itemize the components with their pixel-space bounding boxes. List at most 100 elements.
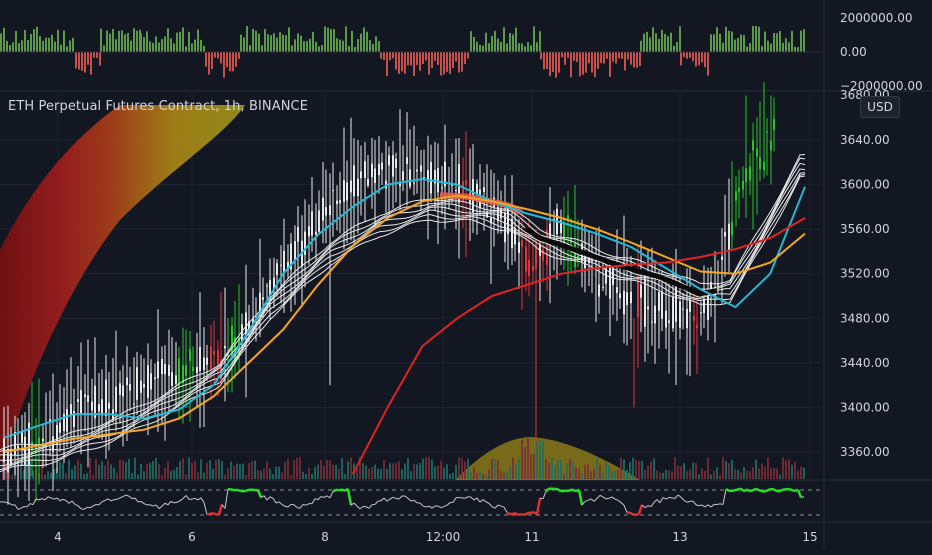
candle-body <box>423 177 425 178</box>
volume-bar <box>197 472 199 479</box>
histogram-bar <box>45 38 47 52</box>
histogram-bar <box>185 46 187 52</box>
histogram-bar <box>238 52 240 59</box>
volume-bar <box>242 463 244 479</box>
histogram-bar <box>797 47 799 52</box>
volume-bar <box>143 471 145 479</box>
candle-body <box>332 190 334 191</box>
volume-bar <box>329 460 331 479</box>
histogram-bar <box>743 35 745 52</box>
volume-bar <box>233 466 235 479</box>
volume-bar <box>416 465 418 479</box>
volume-bar <box>455 465 457 479</box>
candle-body <box>465 180 467 185</box>
candle-body <box>70 404 72 415</box>
histogram-bar <box>497 39 499 52</box>
histogram-bar <box>69 40 71 52</box>
candle-body <box>437 168 439 192</box>
candle-body <box>626 292 628 305</box>
histogram-bar <box>664 34 666 52</box>
volume-bar <box>704 471 706 479</box>
candle-body <box>357 179 359 196</box>
histogram-bar <box>312 32 314 52</box>
currency-badge[interactable]: USD <box>860 96 900 118</box>
candle-body <box>213 351 215 354</box>
histogram-bar <box>309 39 311 52</box>
volume-bar <box>647 466 649 479</box>
histogram-bar <box>695 52 697 67</box>
histogram-bar <box>127 33 129 52</box>
histogram-bar <box>670 33 672 52</box>
histogram-bar <box>440 52 442 76</box>
volume-bar <box>95 459 97 479</box>
candle-body <box>395 159 397 168</box>
candle-body <box>700 312 702 313</box>
volume-bar <box>581 474 583 479</box>
volume-bar <box>701 469 703 479</box>
candle-body <box>640 285 642 298</box>
histogram-bar <box>758 27 760 52</box>
histogram-bar <box>609 52 611 77</box>
histogram-bar <box>300 36 302 52</box>
volume-bar <box>161 475 163 479</box>
histogram-bar <box>54 42 56 52</box>
volume-bar <box>44 475 46 479</box>
candle-body <box>378 164 380 175</box>
candle-body <box>696 325 698 329</box>
volume-bar <box>470 472 472 479</box>
histogram-bar <box>431 52 433 68</box>
histogram-bar <box>96 52 98 58</box>
osc-line <box>237 490 240 491</box>
volume-bar <box>425 457 427 479</box>
histogram-bar <box>21 40 23 52</box>
volume-bar <box>611 471 613 479</box>
volume-bar <box>524 447 526 479</box>
volume-bar <box>68 460 70 479</box>
volume-bar <box>428 457 430 479</box>
histogram-bar <box>503 27 505 52</box>
volume-bar <box>623 459 625 479</box>
volume-bar <box>170 471 172 479</box>
volume-bar <box>245 475 247 479</box>
time-axis-label: 12:00 <box>426 530 461 544</box>
histogram-bar <box>161 39 163 52</box>
volume-bar <box>527 438 529 479</box>
osc-line <box>213 513 216 514</box>
volume-bar <box>506 472 508 479</box>
histogram-bar <box>701 52 703 62</box>
histogram-bar <box>649 37 651 52</box>
histogram-bar <box>291 45 293 52</box>
histogram-bar <box>279 32 281 52</box>
candle-body <box>168 365 170 376</box>
volume-bar <box>443 467 445 479</box>
volume-bar <box>539 440 541 479</box>
volume-bar <box>614 471 616 479</box>
histogram-bar <box>680 52 682 65</box>
volume-bar <box>560 459 562 479</box>
volume-bar <box>674 457 676 479</box>
volume-bar <box>635 460 637 479</box>
histogram-bar <box>103 45 105 52</box>
histogram-bar <box>764 32 766 52</box>
histogram-bar <box>112 29 114 52</box>
histogram-bar <box>710 34 712 52</box>
histogram-bar <box>249 45 251 52</box>
volume-bar <box>653 458 655 479</box>
histogram-bar <box>121 30 123 52</box>
histogram-bar <box>342 41 344 52</box>
histogram-bar <box>115 39 117 52</box>
histogram-bar <box>372 44 374 52</box>
histogram-bar <box>728 31 730 52</box>
volume-bar <box>545 459 547 479</box>
histogram-bar <box>167 28 169 52</box>
histogram-bar <box>591 52 593 72</box>
histogram-bar <box>118 31 120 52</box>
candle-body <box>80 390 82 415</box>
histogram-bar <box>749 43 751 52</box>
histogram-bar <box>389 52 391 60</box>
volume-bar <box>194 460 196 479</box>
candle-body <box>224 346 226 348</box>
candle-body <box>98 404 100 411</box>
candle-body <box>665 311 667 328</box>
